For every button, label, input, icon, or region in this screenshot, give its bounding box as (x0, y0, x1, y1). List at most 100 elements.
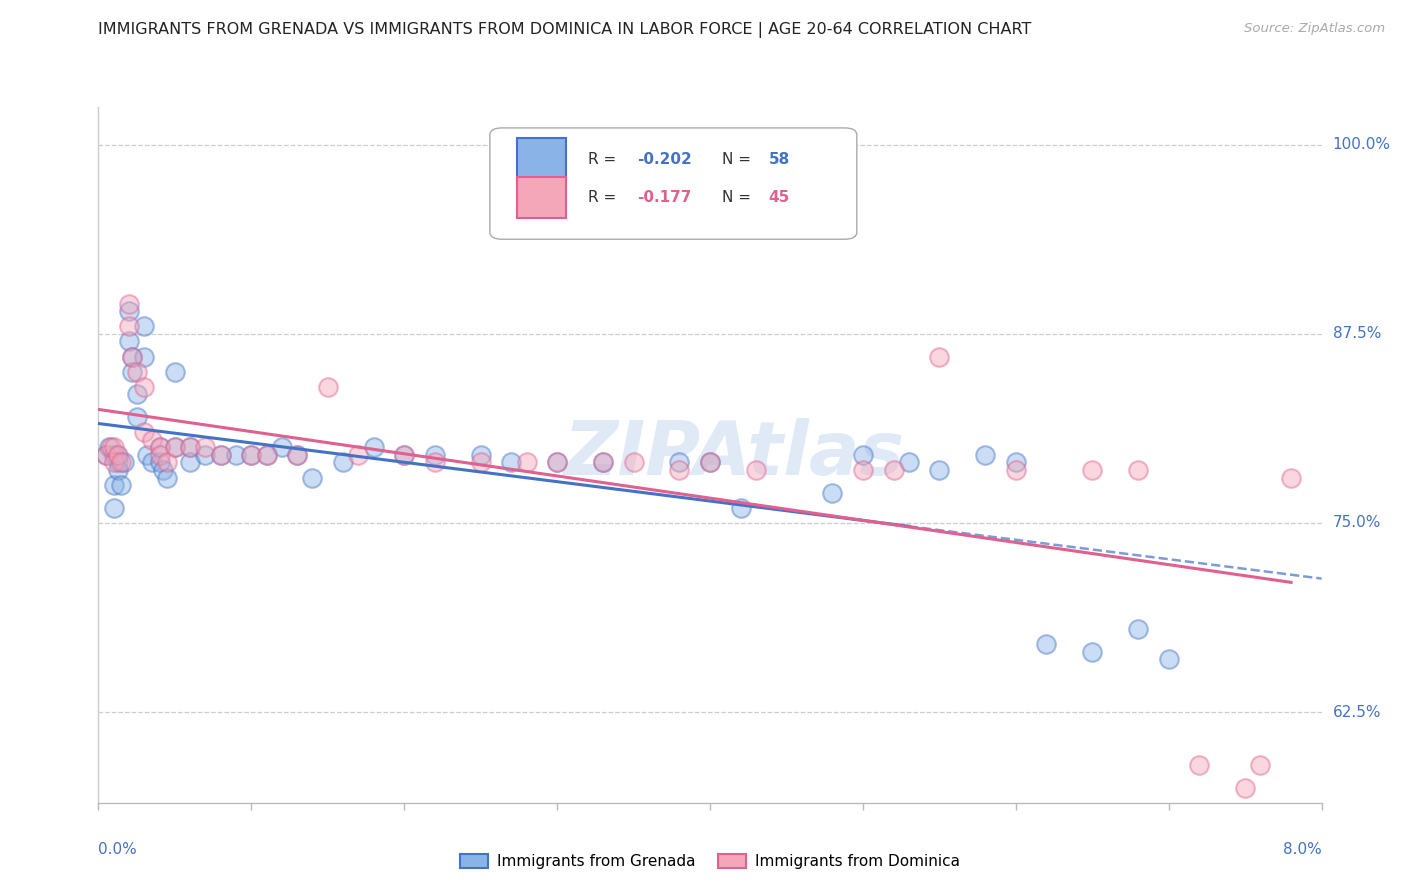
Point (974, 448, 997, 462)
Point (423, 455, 446, 469)
Point (897, 455, 920, 469)
Point (94, 448, 117, 462)
Point (1128, 463, 1150, 477)
Point (179, 441, 201, 455)
Point (94, 448, 117, 462)
Point (141, 455, 163, 469)
Point (125, 410, 148, 425)
Point (668, 455, 690, 469)
Point (821, 485, 844, 500)
Point (592, 455, 614, 469)
Point (392, 448, 416, 462)
Point (163, 441, 186, 455)
Text: R =: R = (588, 152, 621, 167)
Point (1188, 758, 1211, 772)
Point (668, 463, 690, 477)
Point (112, 455, 135, 469)
Point (194, 448, 217, 462)
Point (332, 455, 354, 469)
Point (745, 463, 768, 477)
Text: Source: ZipAtlas.com: Source: ZipAtlas.com (1244, 22, 1385, 36)
Point (103, 441, 125, 455)
Point (149, 455, 172, 469)
Point (699, 455, 721, 469)
Point (118, 304, 141, 318)
Point (546, 455, 568, 469)
Point (98, 441, 121, 455)
Point (363, 441, 385, 455)
Text: -0.177: -0.177 (637, 190, 690, 205)
Point (100, 441, 122, 455)
Point (152, 463, 174, 477)
Point (423, 448, 446, 462)
Text: 62.5%: 62.5% (1333, 705, 1381, 720)
Point (209, 448, 232, 462)
Point (149, 441, 172, 455)
Point (209, 448, 232, 462)
Point (103, 448, 125, 462)
Point (285, 448, 308, 462)
Text: N =: N = (723, 190, 756, 205)
Point (141, 433, 163, 447)
Point (1249, 758, 1271, 772)
Text: 75.0%: 75.0% (1333, 516, 1381, 531)
Point (105, 448, 128, 462)
Point (103, 500, 125, 515)
Point (699, 455, 721, 469)
Point (470, 455, 492, 469)
Point (121, 350, 143, 364)
Point (149, 448, 172, 462)
Point (1279, 470, 1302, 484)
Point (1157, 652, 1180, 666)
Point (134, 425, 156, 440)
Point (1035, 637, 1057, 651)
Point (179, 441, 201, 455)
Point (163, 441, 186, 455)
Text: 45: 45 (769, 190, 790, 205)
Point (852, 448, 875, 462)
Point (163, 365, 186, 379)
Point (1081, 463, 1104, 477)
Point (118, 334, 141, 349)
Text: 8.0%: 8.0% (1282, 842, 1322, 856)
Point (928, 463, 950, 477)
Point (121, 350, 143, 364)
Point (270, 441, 294, 455)
Point (240, 448, 263, 462)
Text: 100.0%: 100.0% (1333, 137, 1391, 153)
Point (156, 455, 179, 469)
Point (301, 470, 323, 484)
Point (1128, 622, 1150, 636)
Point (1004, 463, 1026, 477)
Text: -0.202: -0.202 (637, 152, 692, 167)
Point (156, 470, 179, 484)
Point (179, 455, 201, 469)
Point (392, 448, 416, 462)
Point (730, 500, 752, 515)
Point (501, 455, 523, 469)
Point (1004, 455, 1026, 469)
Point (134, 319, 156, 334)
Point (928, 350, 950, 364)
Point (240, 448, 263, 462)
Point (852, 463, 875, 477)
Point (225, 448, 247, 462)
FancyBboxPatch shape (489, 128, 856, 239)
Point (136, 448, 159, 462)
Text: ZIPAtlas: ZIPAtlas (564, 418, 905, 491)
Point (107, 455, 129, 469)
Point (107, 448, 129, 462)
Point (118, 319, 141, 334)
Text: 0.0%: 0.0% (98, 842, 138, 856)
Text: R =: R = (588, 190, 621, 205)
Legend: Immigrants from Grenada, Immigrants from Dominica: Immigrants from Grenada, Immigrants from… (454, 847, 966, 875)
Point (316, 380, 339, 394)
Point (134, 350, 156, 364)
Point (256, 448, 278, 462)
Point (107, 463, 129, 477)
Point (125, 365, 148, 379)
Point (118, 296, 141, 310)
Point (546, 455, 568, 469)
FancyBboxPatch shape (517, 177, 565, 219)
Text: IMMIGRANTS FROM GRENADA VS IMMIGRANTS FROM DOMINICA IN LABOR FORCE | AGE 20-64 C: IMMIGRANTS FROM GRENADA VS IMMIGRANTS FR… (98, 22, 1032, 38)
